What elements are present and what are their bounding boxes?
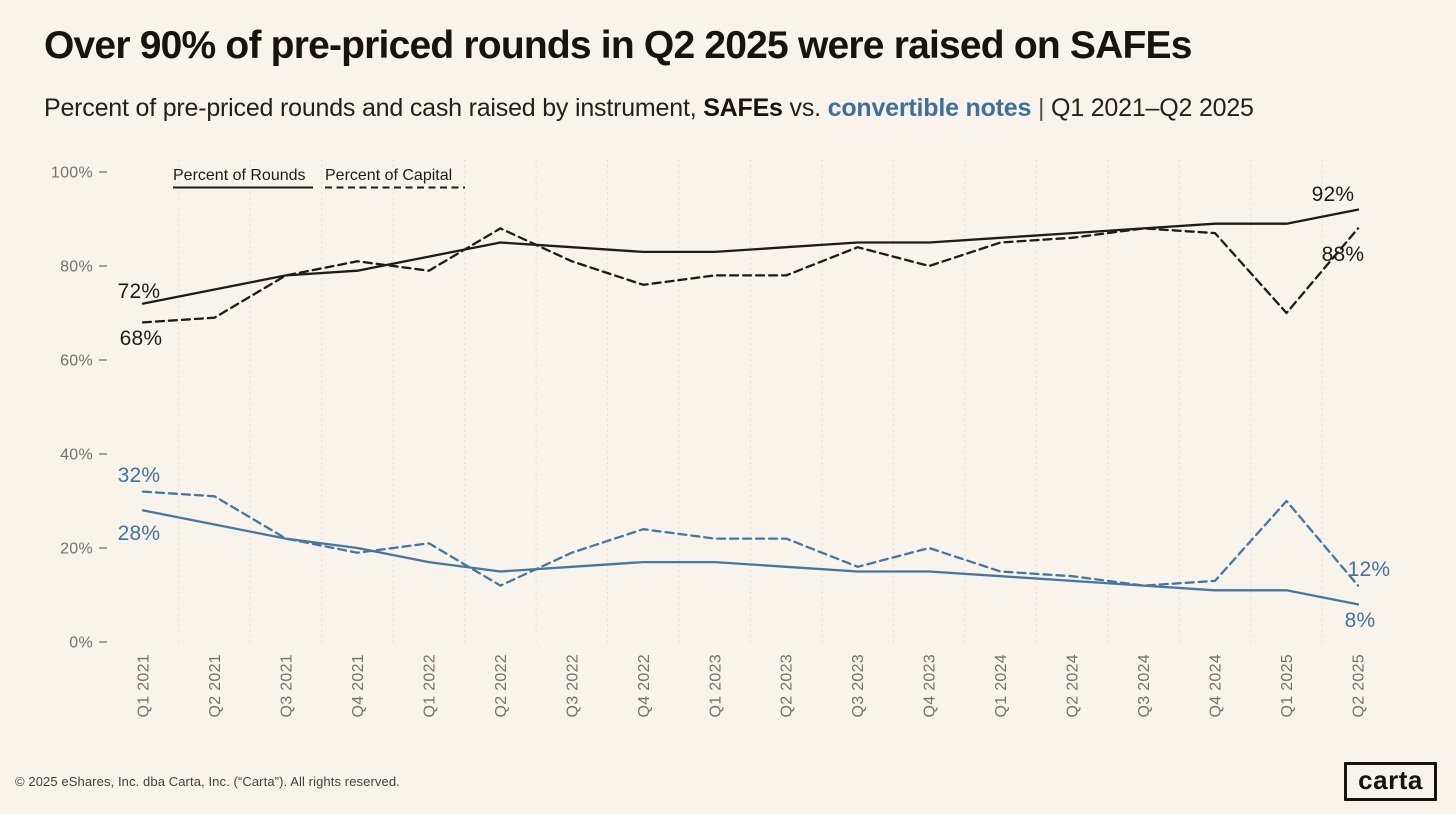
x-axis-label: Q1 2021 — [136, 654, 153, 717]
subtitle-divider: | — [1031, 94, 1052, 122]
data-label: 88% — [1322, 243, 1365, 266]
x-axis-label: Q4 2022 — [636, 654, 653, 717]
data-label: 72% — [118, 280, 161, 303]
x-axis-label: Q2 2022 — [493, 654, 510, 717]
subtitle-safes-label: SAFEs — [703, 94, 783, 122]
subtitle-period: Q1 2021–Q2 2025 — [1051, 94, 1254, 122]
legend-label-solid: Percent of Rounds — [173, 167, 306, 184]
data-label: 92% — [1312, 183, 1355, 206]
series-line-notes-rounds — [141, 509, 1360, 606]
y-axis-label: 80% — [60, 259, 93, 276]
y-axis-label: 100% — [51, 165, 93, 182]
x-axis-label: Q1 2025 — [1279, 654, 1296, 717]
carta-logo-text: carta — [1358, 764, 1423, 795]
x-axis-label: Q2 2024 — [1065, 654, 1082, 717]
copyright-text: © 2025 eShares, Inc. dba Carta, Inc. (“C… — [15, 774, 400, 789]
chart-subtitle: Percent of pre-priced rounds and cash ra… — [44, 94, 1424, 123]
y-axis-label: 40% — [60, 447, 93, 464]
data-label: 28% — [118, 522, 161, 545]
x-axis-label: Q3 2023 — [850, 654, 867, 717]
data-label: 8% — [1345, 609, 1376, 632]
series-line-safes-capital — [141, 227, 1360, 324]
y-axis-label: 20% — [60, 541, 93, 558]
x-axis-label: Q2 2025 — [1351, 654, 1368, 717]
x-axis-label: Q2 2021 — [207, 654, 224, 717]
y-axis-label: 60% — [60, 353, 93, 370]
series-line-safes-rounds — [141, 208, 1360, 305]
x-axis-label: Q3 2021 — [278, 654, 295, 717]
legend-label-dashed: Percent of Capital — [325, 167, 452, 184]
x-axis-label: Q3 2022 — [564, 654, 581, 717]
x-axis-label: Q4 2024 — [1208, 654, 1225, 717]
subtitle-vs: vs. — [782, 94, 828, 122]
x-axis-label: Q3 2024 — [1136, 654, 1153, 717]
carta-logo: carta — [1344, 762, 1437, 801]
x-axis-label: Q2 2023 — [779, 654, 796, 717]
series-line-notes-capital — [141, 490, 1360, 587]
subtitle-lead: Percent of pre-priced rounds and cash ra… — [44, 94, 704, 122]
data-label: 12% — [1348, 558, 1391, 581]
data-label: 68% — [120, 327, 163, 350]
page-title: Over 90% of pre-priced rounds in Q2 2025… — [44, 24, 1192, 67]
x-axis-label: Q4 2023 — [922, 654, 939, 717]
x-axis-label: Q1 2022 — [421, 654, 438, 717]
subtitle-convertible-label: convertible notes — [827, 94, 1032, 122]
y-axis-label: 0% — [69, 635, 93, 652]
x-axis-label: Q4 2021 — [350, 654, 367, 717]
x-axis-label: Q1 2024 — [993, 654, 1010, 717]
x-axis-label: Q1 2023 — [707, 654, 724, 717]
data-label: 32% — [118, 464, 161, 487]
